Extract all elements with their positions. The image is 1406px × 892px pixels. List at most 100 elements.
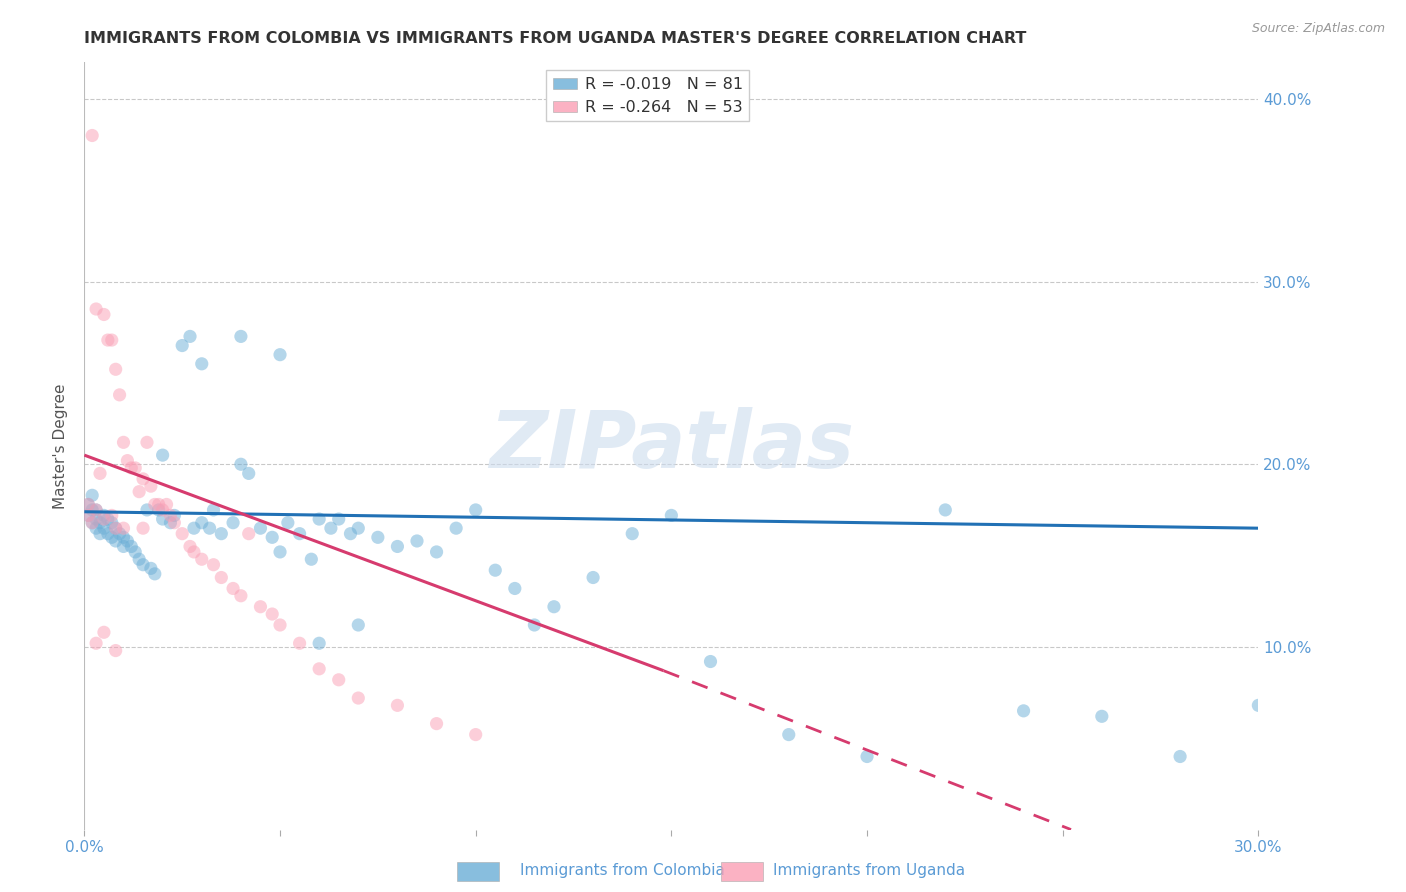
Point	[328, 673, 350, 687]
Point	[82, 516, 104, 530]
Point	[426, 545, 449, 559]
Point	[1091, 709, 1114, 723]
Point	[108, 388, 131, 402]
Point	[238, 526, 260, 541]
Point	[238, 467, 260, 481]
Point	[148, 498, 170, 512]
Point	[104, 521, 127, 535]
Point	[699, 655, 721, 669]
Point	[97, 526, 120, 541]
Point	[128, 552, 150, 566]
Point	[97, 512, 120, 526]
Point	[308, 662, 330, 676]
Point	[222, 516, 245, 530]
Point	[249, 599, 271, 614]
Point	[262, 607, 284, 621]
Point	[152, 512, 174, 526]
Point	[89, 526, 111, 541]
Point	[82, 128, 104, 143]
Point	[77, 508, 100, 523]
Point	[117, 533, 139, 548]
Point	[139, 479, 162, 493]
Point	[152, 448, 174, 462]
Point	[269, 348, 291, 362]
Point	[117, 453, 139, 467]
Point	[108, 526, 131, 541]
Point	[93, 508, 115, 523]
Point	[444, 521, 467, 535]
Text: Source: ZipAtlas.com: Source: ZipAtlas.com	[1251, 22, 1385, 36]
Point	[406, 533, 429, 548]
Point	[120, 461, 142, 475]
Point	[209, 570, 232, 584]
Point	[124, 545, 146, 559]
Point	[1247, 698, 1270, 713]
Point	[484, 563, 506, 577]
Point	[100, 516, 122, 530]
Point	[339, 526, 361, 541]
Point	[277, 516, 299, 530]
Point	[128, 484, 150, 499]
Point	[464, 503, 486, 517]
Point	[934, 503, 956, 517]
Point	[84, 636, 107, 650]
Point	[93, 625, 115, 640]
Point	[77, 508, 100, 523]
Point	[84, 512, 107, 526]
Point	[100, 530, 122, 544]
Point	[82, 503, 104, 517]
Point	[262, 530, 284, 544]
Point	[856, 749, 879, 764]
Point	[163, 516, 186, 530]
Point	[172, 338, 194, 352]
Point	[183, 545, 205, 559]
Point	[464, 728, 486, 742]
Point	[523, 618, 546, 632]
Point	[84, 521, 107, 535]
Point	[97, 333, 120, 347]
Point	[308, 512, 330, 526]
Point	[89, 516, 111, 530]
Point	[347, 521, 370, 535]
Point	[387, 698, 409, 713]
Point	[148, 503, 170, 517]
Point	[202, 503, 225, 517]
Point	[229, 329, 252, 343]
Point	[139, 561, 162, 575]
Point	[124, 461, 146, 475]
Point	[191, 516, 214, 530]
Point	[229, 457, 252, 471]
Point	[104, 643, 127, 657]
Point	[136, 435, 159, 450]
Point	[1012, 704, 1035, 718]
Text: IMMIGRANTS FROM COLOMBIA VS IMMIGRANTS FROM UGANDA MASTER'S DEGREE CORRELATION C: IMMIGRANTS FROM COLOMBIA VS IMMIGRANTS F…	[84, 31, 1026, 46]
Point	[347, 618, 370, 632]
Point	[319, 521, 342, 535]
Point	[179, 540, 201, 554]
Point	[543, 599, 565, 614]
Point	[426, 716, 449, 731]
Text: ZIPatlas: ZIPatlas	[489, 407, 853, 485]
Point	[104, 362, 127, 376]
Point	[249, 521, 271, 535]
Point	[159, 508, 181, 523]
Text: Immigrants from Colombia: Immigrants from Colombia	[520, 863, 725, 878]
Point	[288, 526, 311, 541]
Point	[1168, 749, 1191, 764]
Point	[112, 435, 135, 450]
Point	[120, 540, 142, 554]
Point	[299, 552, 322, 566]
Point	[191, 552, 214, 566]
Point	[104, 521, 127, 535]
Point	[77, 498, 100, 512]
Point	[172, 526, 194, 541]
Point	[155, 498, 177, 512]
Point	[112, 540, 135, 554]
Point	[269, 545, 291, 559]
Point	[104, 533, 127, 548]
Point	[89, 467, 111, 481]
Point	[132, 521, 155, 535]
Point	[163, 508, 186, 523]
Y-axis label: Master's Degree: Master's Degree	[53, 384, 69, 508]
Point	[202, 558, 225, 572]
